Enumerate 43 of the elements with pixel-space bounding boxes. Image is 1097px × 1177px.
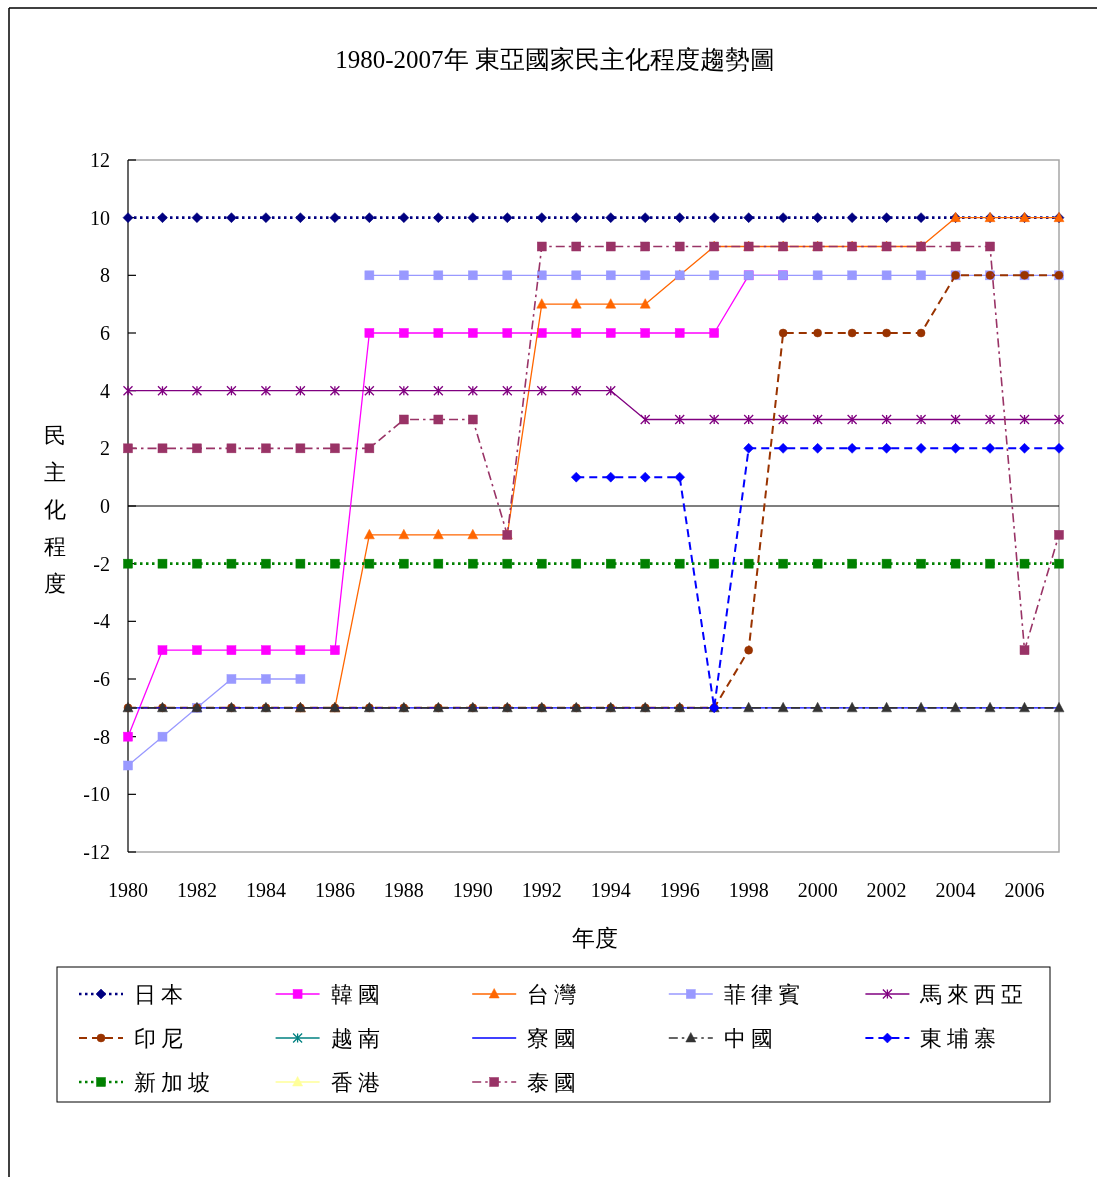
- y-tick-label: -8: [93, 725, 110, 748]
- y-tick-label: -10: [83, 783, 110, 806]
- x-tick-label: 1992: [521, 879, 562, 901]
- x-tick-label: 1988: [383, 879, 424, 901]
- x-tick-label: 1982: [176, 879, 217, 901]
- legend-label: 台灣: [527, 982, 582, 1007]
- y-tick-label: 8: [100, 264, 110, 287]
- y-tick-label: -4: [93, 610, 110, 633]
- legend-label: 日本: [134, 982, 188, 1007]
- ylabel: 民主化程度: [44, 423, 66, 596]
- legend-label: 寮國: [527, 1026, 582, 1051]
- legend-label: 越南: [330, 1026, 385, 1051]
- x-tick-label: 1994: [590, 879, 631, 901]
- legend-label: 泰國: [527, 1070, 582, 1095]
- legend-label: 印尼: [134, 1026, 188, 1051]
- x-tick-label: 1998: [728, 879, 769, 901]
- xlabel: 年度: [572, 926, 618, 951]
- y-tick-label: 12: [90, 149, 110, 171]
- y-tick-label: -6: [93, 668, 110, 690]
- x-tick-label: 1986: [314, 879, 355, 901]
- legend-label: 香港: [330, 1070, 385, 1095]
- x-tick-label: 2004: [935, 879, 976, 901]
- legend-label: 馬來西亞: [919, 982, 1029, 1007]
- y-tick-label: 4: [100, 379, 110, 402]
- x-tick-label: 1996: [659, 879, 700, 901]
- title: 1980-2007年 東亞國家民主化程度趨勢圖: [335, 46, 775, 73]
- x-tick-label: 1984: [245, 879, 286, 901]
- y-tick-label: -12: [83, 841, 110, 863]
- x-tick-label: 1990: [452, 879, 493, 901]
- legend-label: 韓國: [330, 982, 385, 1007]
- y-tick-label: 6: [100, 322, 110, 344]
- x-tick-label: 2002: [866, 879, 907, 901]
- legend-label: 菲律賓: [723, 982, 805, 1007]
- y-tick-label: 2: [100, 437, 110, 460]
- x-tick-label: 2000: [797, 879, 838, 901]
- y-tick-label: 0: [100, 495, 110, 517]
- y-tick-label: -2: [93, 552, 110, 575]
- legend-label: 中國: [723, 1026, 778, 1051]
- legend-label: 東埔寨: [920, 1026, 1002, 1051]
- x-tick-label: 1980: [108, 879, 148, 901]
- y-tick-label: 10: [90, 206, 110, 229]
- x-tick-label: 2006: [1004, 879, 1045, 901]
- legend-label: 新加坡: [134, 1070, 215, 1095]
